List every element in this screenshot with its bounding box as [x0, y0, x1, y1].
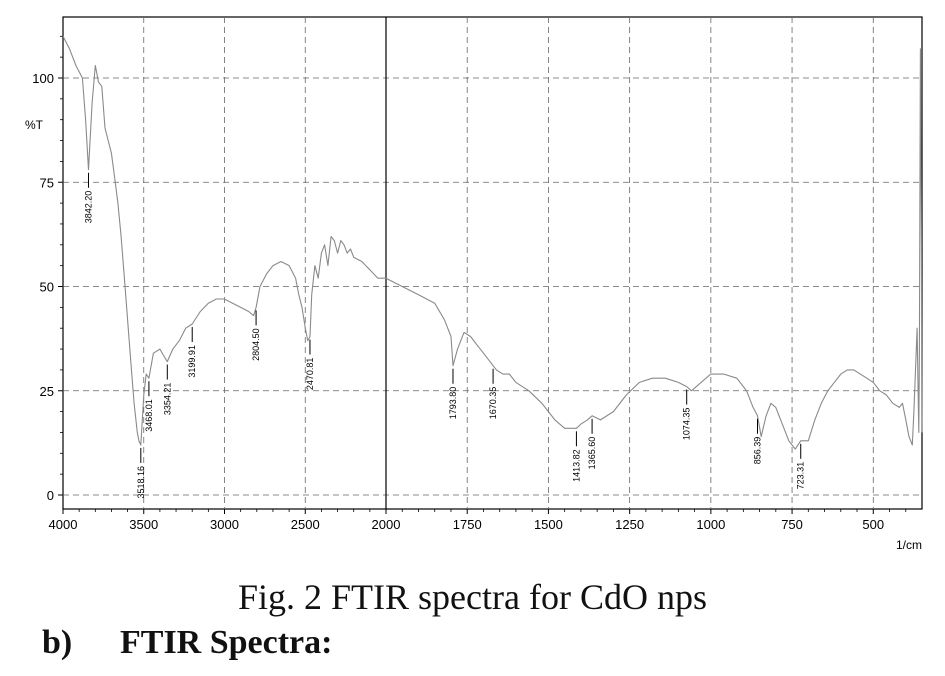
x-tick-label: 3500 [129, 517, 158, 532]
peak-label: 3354.21 [162, 383, 172, 416]
figure-caption: Fig. 2 FTIR spectra for CdO nps [238, 577, 707, 617]
ftir-chart: 4000 3500 3000 2500 2000 1750 1500 1250 1000 750 5… [25, 16, 923, 552]
peak-label: 1074.35 [682, 408, 692, 441]
peak-label: 1413.82 [571, 449, 581, 482]
y-tick-label: 25 [40, 384, 54, 399]
y-tick-label: 50 [40, 280, 54, 295]
peak-label: 1670.35 [488, 387, 498, 420]
peak-label: 3199.91 [187, 345, 197, 378]
y-tick-label: 100 [32, 71, 54, 86]
x-tick-label: 1500 [534, 517, 563, 532]
x-tick-label: 1750 [453, 517, 482, 532]
x-tick-label: 1250 [615, 517, 644, 532]
x-axis-label: 1/cm [896, 538, 922, 552]
x-tick-label: 750 [781, 517, 803, 532]
peak-label: 3842.20 [83, 191, 93, 224]
y-axis-label: %T [25, 118, 44, 132]
peak-label: 1365.60 [587, 437, 597, 470]
x-tick-label: 2000 [372, 517, 401, 532]
peak-label: 3468.01 [144, 399, 154, 432]
x-tick-label: 4000 [49, 517, 78, 532]
section-number: b) [42, 624, 73, 661]
section-heading: b) FTIR Spectra: [42, 624, 332, 662]
peak-label: 723.31 [796, 462, 806, 490]
peak-label: 1793.80 [448, 387, 458, 420]
y-tick-label: 0 [47, 488, 54, 503]
peak-label: 2470.81 [305, 358, 315, 391]
spectrum-line [62, 36, 923, 450]
x-tick-label: 3000 [210, 517, 239, 532]
x-tick-label: 1000 [696, 517, 725, 532]
x-tick-label: 2500 [291, 517, 320, 532]
section-title: FTIR Spectra: [120, 624, 333, 661]
y-tick-label: 75 [40, 175, 54, 190]
peak-label: 2804.50 [251, 328, 261, 361]
plot-frame [62, 16, 923, 510]
peak-label: 856.39 [753, 437, 763, 465]
peak-label: 3518.16 [136, 466, 146, 499]
x-tick-label: 500 [862, 517, 884, 532]
